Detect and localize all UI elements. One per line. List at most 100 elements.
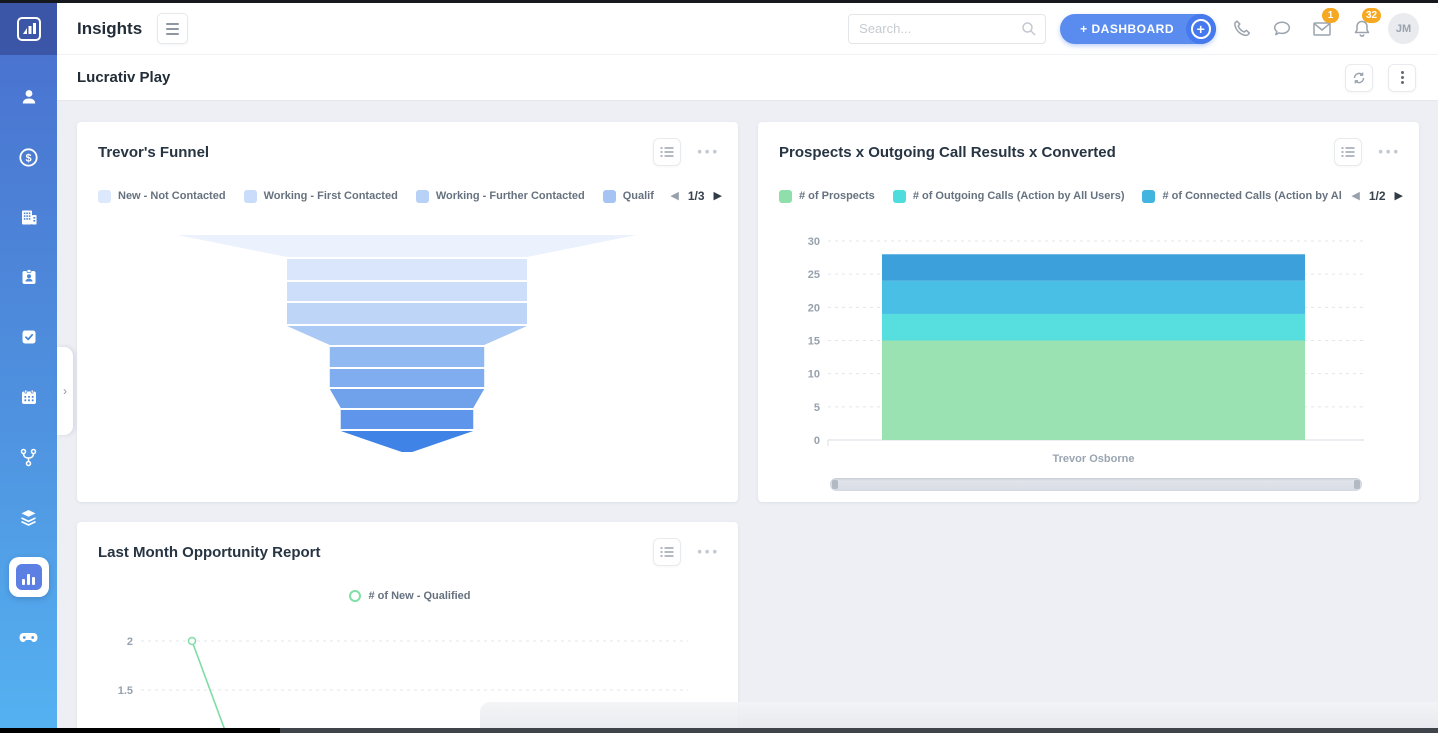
legend-item[interactable]: # of New - Qualified xyxy=(349,590,471,602)
legend-label: # of New - Qualified xyxy=(368,590,471,602)
refresh-icon xyxy=(1353,72,1365,83)
insights-icon xyxy=(15,564,42,590)
sidebar-item-tasks[interactable] xyxy=(9,317,49,357)
legend-label: # of Outgoing Calls (Action by All Users… xyxy=(912,190,1125,202)
funnel-segment xyxy=(177,235,637,257)
svg-text:10: 10 xyxy=(808,369,820,381)
search-input[interactable] xyxy=(848,13,1047,44)
bar-chart-svg[interactable]: 0 5 10 15 20 25 30 Trevor Osborne xyxy=(758,222,1378,472)
plus-icon: + xyxy=(1186,13,1216,44)
pager-next-icon[interactable]: ▶ xyxy=(1394,189,1403,202)
app-logo[interactable] xyxy=(0,3,57,55)
list-icon xyxy=(660,147,674,157)
chart-list-view-button[interactable] xyxy=(1334,138,1363,166)
card-more-button[interactable]: ••• xyxy=(697,144,720,159)
mail-button[interactable]: 1 xyxy=(1310,7,1339,41)
line-data-point xyxy=(187,636,197,646)
legend-item[interactable]: Qualif xyxy=(602,189,654,203)
chat-button[interactable] xyxy=(1270,17,1294,41)
notifications-badge: 32 xyxy=(1362,7,1382,23)
sidebar-item-insights[interactable] xyxy=(8,557,49,597)
page-title: Insights xyxy=(77,18,143,38)
pager-prev-icon[interactable]: ◀ xyxy=(670,189,679,202)
legend-item[interactable]: # of Connected Calls (Action by Al xyxy=(1142,189,1342,203)
pager-pages: 1/2 xyxy=(1368,189,1386,203)
avatar[interactable]: JM xyxy=(1388,13,1419,44)
svg-text:2: 2 xyxy=(127,636,133,648)
chat-icon xyxy=(1273,20,1291,35)
card-title: Prospects x Outgoing Call Results x Conv… xyxy=(779,143,1116,161)
dashboard-title: Lucrativ Play xyxy=(77,69,171,86)
card-title: Trevor's Funnel xyxy=(98,143,210,161)
card-title: Last Month Opportunity Report xyxy=(98,543,321,561)
chart-list-view-button[interactable] xyxy=(653,138,682,166)
phone-icon xyxy=(1234,19,1251,36)
phone-button[interactable] xyxy=(1230,17,1254,41)
bar-segment xyxy=(882,340,1305,440)
kebab-menu-icon xyxy=(1400,71,1404,84)
gamepad-icon xyxy=(19,632,38,642)
line-legend: # of New - Qualified xyxy=(98,590,722,602)
legend-item[interactable]: Working - First Contacted xyxy=(243,189,398,203)
notifications-button[interactable]: 32 xyxy=(1350,7,1382,41)
pager-prev-icon[interactable]: ◀ xyxy=(1351,189,1360,202)
card-prospects-bar: Prospects x Outgoing Call Results x Conv… xyxy=(758,122,1419,502)
funnel-segment xyxy=(287,282,527,301)
card-last-month-opportunity: Last Month Opportunity Report ••• # of N… xyxy=(77,522,738,733)
add-dashboard-label: + DASHBOARD xyxy=(1080,21,1174,36)
pager-pages: 1/3 xyxy=(687,189,705,203)
sidebar-expand-handle[interactable]: › xyxy=(57,347,73,435)
funnel-segment xyxy=(329,347,485,367)
line-chart-svg[interactable]: 21.5 xyxy=(77,622,717,733)
add-dashboard-button[interactable]: + DASHBOARD + xyxy=(1060,13,1216,44)
bar-segment xyxy=(882,254,1305,281)
card-more-button[interactable]: ••• xyxy=(1378,144,1401,159)
svg-text:30: 30 xyxy=(808,236,820,248)
legend-pager: ◀ 1/2 ▶ xyxy=(1351,189,1403,203)
scrollbar-left-handle[interactable] xyxy=(832,480,838,489)
pager-next-icon[interactable]: ▶ xyxy=(713,189,722,202)
insights-menu-button[interactable] xyxy=(157,13,189,44)
sidebar-item-contacts[interactable] xyxy=(9,257,49,297)
svg-text:$: $ xyxy=(25,152,31,164)
chart-horizontal-scrollbar[interactable] xyxy=(830,478,1362,491)
top-header: Insights + DASHBOARD + xyxy=(57,3,1438,55)
funnel-chart-svg[interactable] xyxy=(167,234,647,456)
sidebar-item-payments[interactable]: $ xyxy=(9,137,49,177)
legend-item[interactable]: Working - Further Contacted xyxy=(415,189,585,203)
legend-swatch xyxy=(1142,189,1156,203)
card-more-button[interactable]: ••• xyxy=(697,544,720,559)
sidebar-item-company[interactable] xyxy=(9,197,49,237)
funnel-segment xyxy=(329,389,485,408)
sidebar-item-games[interactable] xyxy=(9,617,49,657)
list-icon xyxy=(1341,147,1355,157)
legend-item[interactable]: # of Prospects xyxy=(779,189,875,203)
legend-swatch xyxy=(349,590,362,602)
dollar-icon: $ xyxy=(19,147,38,167)
legend-item[interactable]: New - Not Contacted xyxy=(98,189,226,203)
lucrativ-logo-icon xyxy=(16,17,41,41)
svg-text:15: 15 xyxy=(808,336,820,348)
sidebar-item-layers[interactable] xyxy=(9,497,49,537)
bottom-overlay-shadow xyxy=(480,702,1438,728)
dashboard-menu-button[interactable] xyxy=(1388,63,1416,92)
legend-swatch xyxy=(98,189,111,203)
funnel-legend: New - Not Contacted Working - First Conta… xyxy=(98,189,662,203)
legend-swatch xyxy=(892,189,906,203)
bar-legend: # of Prospects # of Outgoing Calls (Actio… xyxy=(779,189,1343,203)
legend-label: # of Prospects xyxy=(799,190,875,202)
sidebar-item-profile[interactable] xyxy=(9,77,49,117)
legend-swatch xyxy=(243,189,257,203)
svg-text:25: 25 xyxy=(808,269,820,281)
svg-text:0: 0 xyxy=(814,435,820,447)
chart-list-view-button[interactable] xyxy=(653,538,682,566)
sidebar-item-calendar[interactable] xyxy=(9,377,49,417)
scrollbar-right-handle[interactable] xyxy=(1354,480,1360,489)
window-top-edge xyxy=(0,0,1438,3)
layers-icon xyxy=(21,509,36,526)
refresh-button[interactable] xyxy=(1345,63,1373,92)
svg-text:20: 20 xyxy=(808,302,820,314)
x-axis-category-label: Trevor Osborne xyxy=(1053,453,1135,465)
legend-item[interactable]: # of Outgoing Calls (Action by All Users… xyxy=(892,189,1125,203)
sidebar-item-pipeline[interactable] xyxy=(9,437,49,477)
